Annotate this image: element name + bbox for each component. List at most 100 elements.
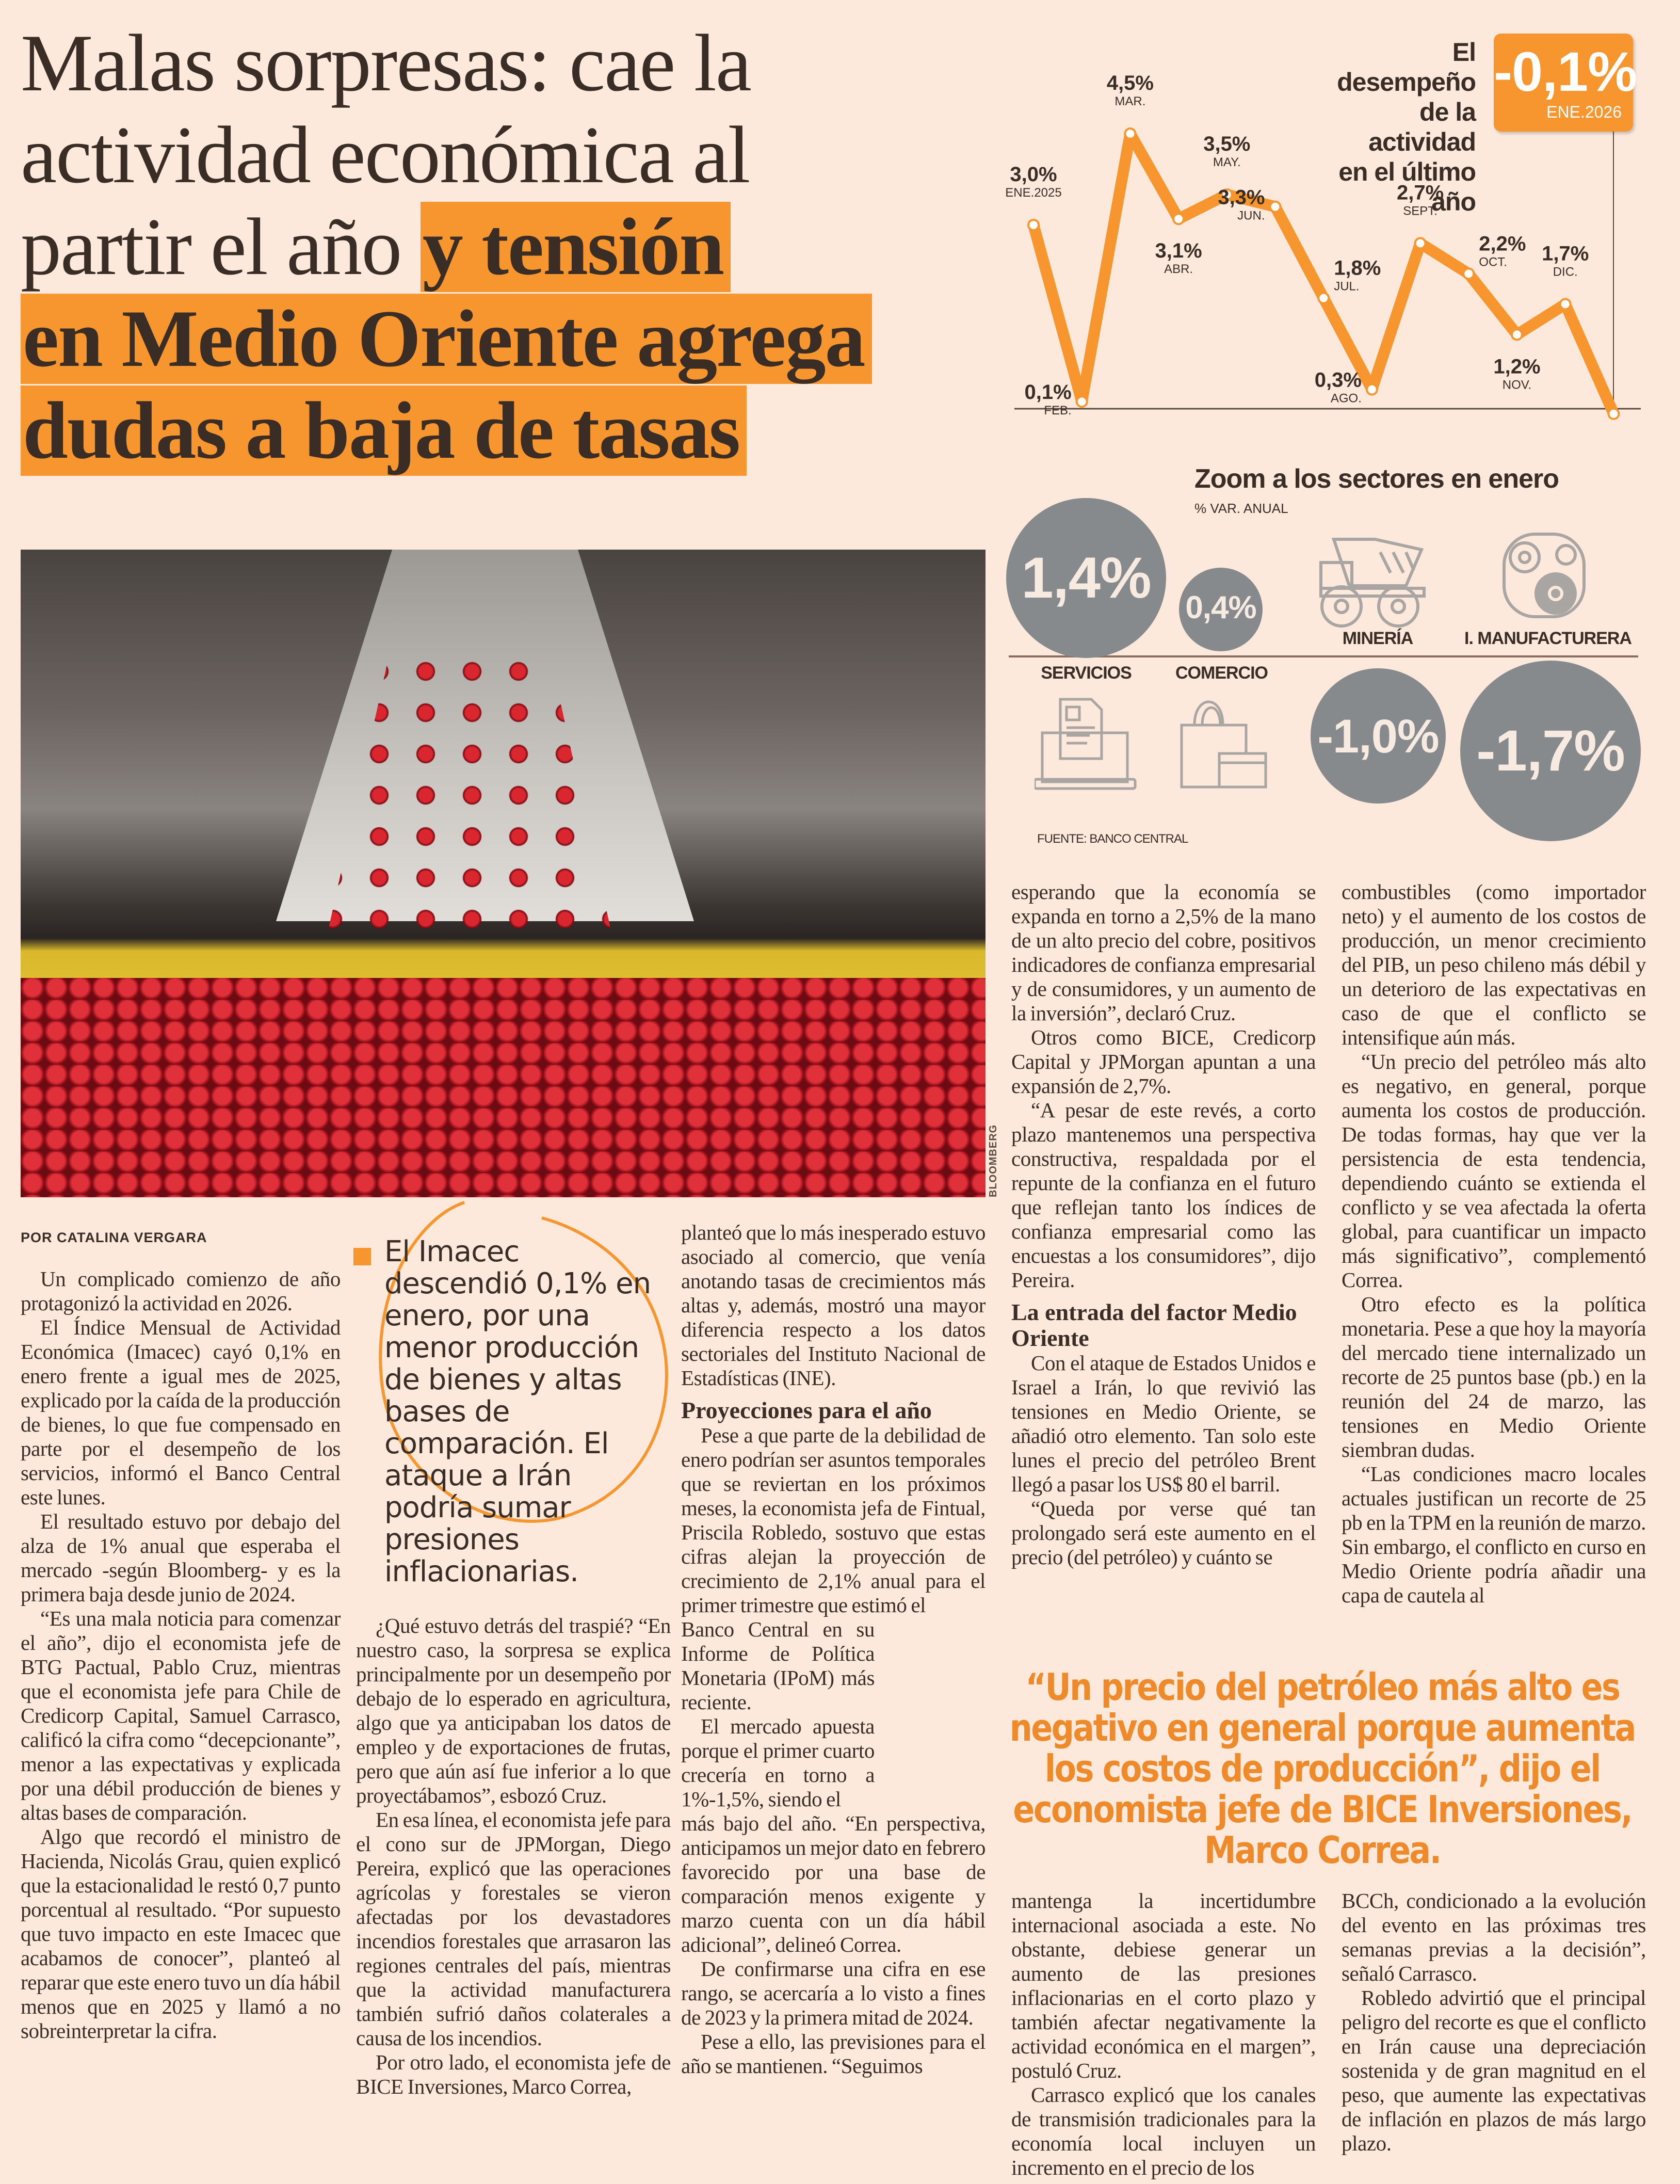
- paragraph: planteó que lo más inesperado estuvo aso…: [681, 1221, 986, 1390]
- headline-line: en Medio Oriente agrega: [21, 293, 1001, 385]
- headline-line: partir el año y tensión: [21, 201, 1001, 293]
- data-point: [1075, 395, 1088, 408]
- paragraph: Carrasco explicó que los canales de tran…: [1011, 2083, 1316, 2179]
- pull-quote-circle: [379, 1201, 668, 1523]
- gears-icon: [1503, 533, 1586, 618]
- article-column-4: esperando que la economía se expanda en …: [1011, 880, 1316, 1569]
- paragraph: combustibles (como importador neto) y el…: [1342, 880, 1646, 1049]
- paragraph: De confirmarse una cifra en ese rango, s…: [681, 1957, 986, 2029]
- column-block: Con el ataque de Estados Unidos e Israel…: [1011, 1351, 1316, 1569]
- value-label: 3,5%: [1203, 133, 1250, 155]
- paragraph: Robledo advirtió que el principal peligr…: [1342, 1986, 1646, 2155]
- data-point: [1511, 328, 1523, 341]
- data-point: [1124, 127, 1137, 140]
- chart-title-line: en el último año: [1338, 157, 1476, 216]
- comercio-label: COMERCIO: [1175, 663, 1268, 683]
- chart-title: El desempeño de la actividad en el últim…: [1316, 37, 1476, 217]
- value-label: 3,1%: [1155, 239, 1202, 262]
- headline: Malas sorpresas: cae la actividad económ…: [21, 18, 1001, 477]
- paragraph: Otros como BICE, Credicorp Capital y JPM…: [1011, 1025, 1316, 1098]
- value-label: 1,2%: [1493, 355, 1540, 378]
- article-column-5-lower: BCCh, condicionado a la evolución del ev…: [1342, 1889, 1646, 2156]
- data-point: [1559, 298, 1572, 311]
- data-point: [1462, 267, 1475, 280]
- article-column-5: combustibles (como importador neto) y el…: [1342, 880, 1646, 1608]
- paragraph: Un complicado comienzo de año protagoniz…: [21, 1267, 341, 1315]
- servicios-value: 1,4%: [1021, 545, 1151, 610]
- paragraph: Banco Central en su Informe de Política …: [681, 1617, 875, 1714]
- article-column-4-lower: mantenga la incertidumbre internacional …: [1011, 1889, 1316, 2180]
- servicios-label: SERVICIOS: [1041, 663, 1132, 683]
- paragraph: Otro efecto es la política monetaria. Pe…: [1342, 1292, 1646, 1462]
- data-point: [1220, 188, 1233, 201]
- paragraph: En esa línea, el economista jefe para el…: [356, 1808, 671, 2050]
- article-column-1: Un complicado comienzo de año protagoniz…: [21, 1267, 341, 2043]
- month-label: MAR.: [1114, 94, 1145, 108]
- data-point: [1172, 213, 1185, 226]
- month-label: DIC.: [1553, 265, 1578, 279]
- pull-quote: El Imacec descendió 0,1% en enero, por u…: [384, 1235, 651, 1588]
- month-label: FEB.: [1044, 404, 1071, 417]
- sectors-title: Zoom a los sectores en enero: [1194, 464, 1559, 494]
- month-label: ABR.: [1164, 262, 1193, 276]
- paragraph: esperando que la economía se expanda en …: [1011, 880, 1316, 1025]
- paragraph: “Queda por verse qué tan prolongado será…: [1011, 1497, 1316, 1569]
- paragraph: Algo que recordó el ministro de Hacienda…: [21, 1825, 341, 2043]
- paragraph: “Un precio del petróleo más alto es nega…: [1342, 1050, 1646, 1292]
- column-block: Banco Central en su Informe de Política …: [681, 1617, 875, 1811]
- headline-line: dudas a baja de tasas: [21, 385, 1001, 477]
- paragraph: El resultado estuvo por debajo del alza …: [21, 1509, 341, 1606]
- data-point: [1317, 292, 1330, 304]
- mining-truck-icon: [1319, 538, 1426, 628]
- data-point: [1414, 237, 1427, 250]
- latest-period: ENE.2026: [1546, 103, 1622, 121]
- section-heading: La entrada del factor Medio Oriente: [1011, 1299, 1297, 1351]
- value-label: 1,7%: [1542, 242, 1589, 265]
- headline-highlight: y tensión: [420, 202, 731, 292]
- value-label: 3,0%: [1010, 163, 1057, 186]
- mineria-value: -1,0%: [1317, 710, 1439, 763]
- headline-line: Malas sorpresas: cae la: [21, 18, 752, 108]
- month-label: AGO.: [1331, 392, 1362, 406]
- cherries-crate: [21, 978, 986, 1197]
- sectors-infographic: Zoom a los sectores en enero % VAR. ANUA…: [1006, 454, 1680, 857]
- month-label: MAY.: [1213, 155, 1241, 169]
- manufactura-circle: [1460, 661, 1641, 841]
- paragraph: más bajo del año. “En perspectiva, antic…: [681, 1811, 986, 1956]
- paragraph: El mercado apuesta porque el primer cuar…: [681, 1714, 875, 1811]
- article-column-2: ¿Qué estuvo detrás del traspié? “En nues…: [356, 1614, 671, 2099]
- paragraph: Por otro lado, el economista jefe de BIC…: [356, 2050, 671, 2098]
- chart-title-line: El desempeño: [1337, 38, 1476, 97]
- source-note: FUENTE: BANCO CENTRAL: [1037, 832, 1188, 846]
- month-label: SEPT.: [1403, 204, 1437, 218]
- data-point: [1365, 383, 1378, 396]
- manufactura-label: I. MANUFACTURERA: [1464, 629, 1632, 648]
- month-label: JUN.: [1237, 209, 1265, 223]
- comercio-circle: [1179, 568, 1263, 651]
- pull-quote-bullet: [353, 1248, 371, 1265]
- paragraph: “Las condiciones macro locales actuales …: [1342, 1462, 1646, 1607]
- month-label: JUL.: [1334, 280, 1359, 294]
- highlighted-quote: “Un precio del petróleo más alto es nega…: [1009, 1665, 1637, 1872]
- paragraph: mantenga la incertidumbre internacional …: [1011, 1889, 1316, 2082]
- value-label: 2,2%: [1479, 232, 1526, 255]
- data-point: [1269, 200, 1282, 213]
- section-heading: Proyecciones para el año: [681, 1397, 932, 1423]
- value-label: 4,5%: [1107, 72, 1154, 94]
- comercio-value: 0,4%: [1185, 590, 1256, 625]
- paragraph: El Índice Mensual de Actividad Económica…: [21, 1315, 341, 1509]
- data-point: [1027, 219, 1040, 231]
- headline-highlight: dudas a baja de tasas: [21, 386, 747, 476]
- paragraph: Pese a ello, las previsiones para el año…: [681, 2030, 986, 2078]
- activity-line-chart: 3,0%ENE.2025 0,1%FEB. 4,5%MAR. 3,1%ABR. 3,5%…: [1006, 72, 1641, 420]
- chart-title-line: de la actividad: [1368, 98, 1476, 156]
- value-label: 0,3%: [1315, 369, 1362, 392]
- byline: POR CATALINA VERGARA: [21, 1230, 207, 1245]
- manufactura-value: -1,7%: [1476, 718, 1625, 783]
- column-block: Pese a que parte de la debilidad de ener…: [681, 1423, 986, 1617]
- paragraph: BCCh, condicionado a la evolución del ev…: [1342, 1889, 1646, 1985]
- month-label: OCT.: [1479, 255, 1507, 269]
- month-label: NOV.: [1503, 378, 1531, 392]
- mineria-circle: [1311, 668, 1446, 804]
- latest-value: -0,1%: [1494, 40, 1637, 103]
